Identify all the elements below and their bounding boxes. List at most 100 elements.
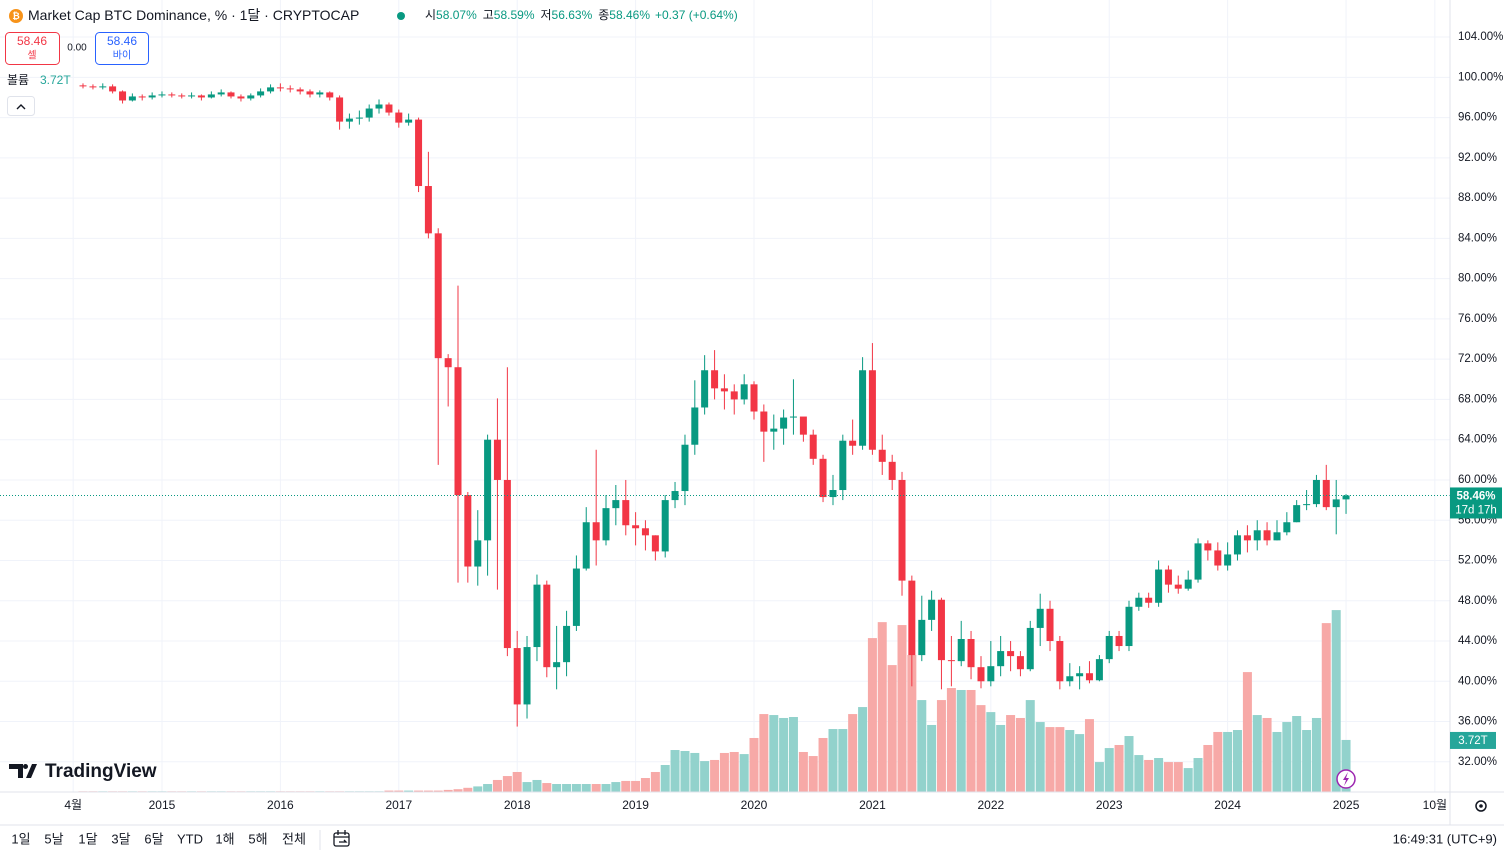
date-range-icon-detail[interactable]: [334, 830, 349, 843]
candle-body: [257, 91, 265, 96]
candle-body: [415, 119, 423, 187]
volume-bar: [1035, 722, 1045, 792]
candle-body: [582, 522, 590, 569]
volume-bar: [1193, 757, 1203, 792]
range-button[interactable]: 1해: [215, 831, 234, 846]
ohlc-label: 저: [541, 8, 552, 22]
date-range-icon[interactable]: [333, 832, 350, 847]
y-tick-label: 84.00%: [1458, 232, 1497, 244]
volume-bar: [1084, 719, 1094, 792]
candle-body: [178, 95, 186, 97]
sell-price[interactable]: 58.46: [17, 34, 47, 48]
logo-text: TradingView: [45, 761, 157, 782]
candle-body: [1174, 584, 1182, 589]
candle-body: [563, 625, 571, 663]
buy-price[interactable]: 58.46: [107, 34, 137, 48]
candle-body: [987, 666, 995, 682]
ohlc-value: 56.63%: [552, 8, 593, 22]
candle-body: [1125, 606, 1133, 647]
btc-icon-glyph: ₿: [12, 11, 19, 21]
volume-bar: [1104, 748, 1114, 792]
volume-bar: [522, 782, 532, 792]
candle-body: [888, 461, 896, 480]
range-button[interactable]: 전체: [282, 831, 306, 846]
candle-body: [1135, 597, 1143, 607]
candle-body: [1007, 651, 1015, 657]
buy-label[interactable]: 바이: [113, 50, 131, 62]
candle-body: [464, 495, 472, 567]
candle-body: [750, 384, 758, 412]
range-button[interactable]: 5날: [44, 831, 63, 846]
candle-body: [1233, 535, 1241, 555]
candle-body: [651, 535, 659, 552]
range-button[interactable]: 1일: [11, 831, 30, 846]
candle-body: [227, 92, 235, 97]
candle-body: [345, 118, 353, 122]
candle-body: [1016, 656, 1024, 670]
candle-body: [1204, 543, 1212, 551]
volume-bar: [571, 784, 581, 792]
range-button[interactable]: 3달: [111, 831, 130, 846]
candle-body: [109, 86, 117, 92]
candle-body: [276, 87, 284, 89]
candle-body: [997, 651, 1005, 667]
x-tick-label: 2019: [622, 798, 649, 812]
volume-bar: [542, 783, 552, 792]
volume-bar: [1114, 744, 1124, 792]
candle-body: [306, 91, 314, 95]
range-button[interactable]: 6달: [144, 831, 163, 846]
y-tick-label: 40.00%: [1458, 675, 1497, 687]
candle-body: [99, 86, 107, 88]
volume-legend-value: 3.72T: [40, 73, 71, 87]
buy-button[interactable]: [95, 32, 149, 65]
range-button[interactable]: YTD: [177, 831, 203, 846]
range-button[interactable]: 1달: [78, 831, 97, 846]
volume-bar: [838, 729, 848, 792]
candle-body: [1066, 676, 1074, 682]
candle-body: [711, 370, 719, 389]
sell-button[interactable]: [5, 32, 60, 65]
y-tick-label: 64.00%: [1458, 434, 1497, 446]
candle-body: [1253, 530, 1261, 541]
volume-bar: [858, 707, 868, 792]
candle-body: [967, 638, 975, 668]
x-tick-label: 2022: [977, 798, 1004, 812]
candle-body: [1105, 635, 1113, 660]
settings-icon[interactable]: [1475, 800, 1487, 812]
candle-body: [760, 411, 768, 432]
last-price-label: 58.46%: [1456, 490, 1495, 502]
candle-body: [1164, 569, 1172, 585]
collapse-icon[interactable]: [16, 104, 26, 110]
ohlc-value: 58.07%: [436, 8, 477, 22]
candle-body: [789, 416, 797, 418]
collapse-button[interactable]: [7, 96, 35, 116]
candle-body: [632, 525, 640, 529]
candle-body: [523, 647, 531, 705]
volume-bar: [1094, 762, 1104, 792]
volume-bar: [1272, 731, 1282, 792]
candle-body: [1243, 535, 1251, 541]
volume-bar: [848, 714, 858, 792]
x-tick-label: 2018: [504, 798, 531, 812]
volume-bar: [1341, 739, 1351, 792]
settings-icon-core[interactable]: [1479, 804, 1483, 808]
volume-bar: [601, 784, 611, 792]
volume-bar: [640, 778, 650, 792]
countdown-label: 17d 17h: [1455, 504, 1497, 516]
ohlc-legend: 시58.07% 고58.59% 저56.63% 종58.46% +0.37 (+0.64…: [425, 8, 738, 22]
event-icon-glyph[interactable]: [1343, 772, 1349, 786]
candle-body: [1273, 532, 1281, 541]
sell-label[interactable]: 셀: [27, 50, 36, 62]
candle-body: [503, 479, 511, 649]
clock: 16:49:31 (UTC+9): [1393, 831, 1497, 846]
volume-bar: [404, 790, 414, 792]
grid: [0, 0, 1450, 792]
candle-body: [977, 667, 985, 682]
range-button[interactable]: 5해: [248, 831, 267, 846]
candle-body: [1184, 579, 1192, 589]
y-tick-label: 100.00%: [1458, 71, 1503, 83]
candle-body: [908, 580, 916, 656]
candle-body: [405, 119, 413, 123]
volume-bar: [828, 729, 838, 792]
candle-body: [957, 638, 965, 662]
